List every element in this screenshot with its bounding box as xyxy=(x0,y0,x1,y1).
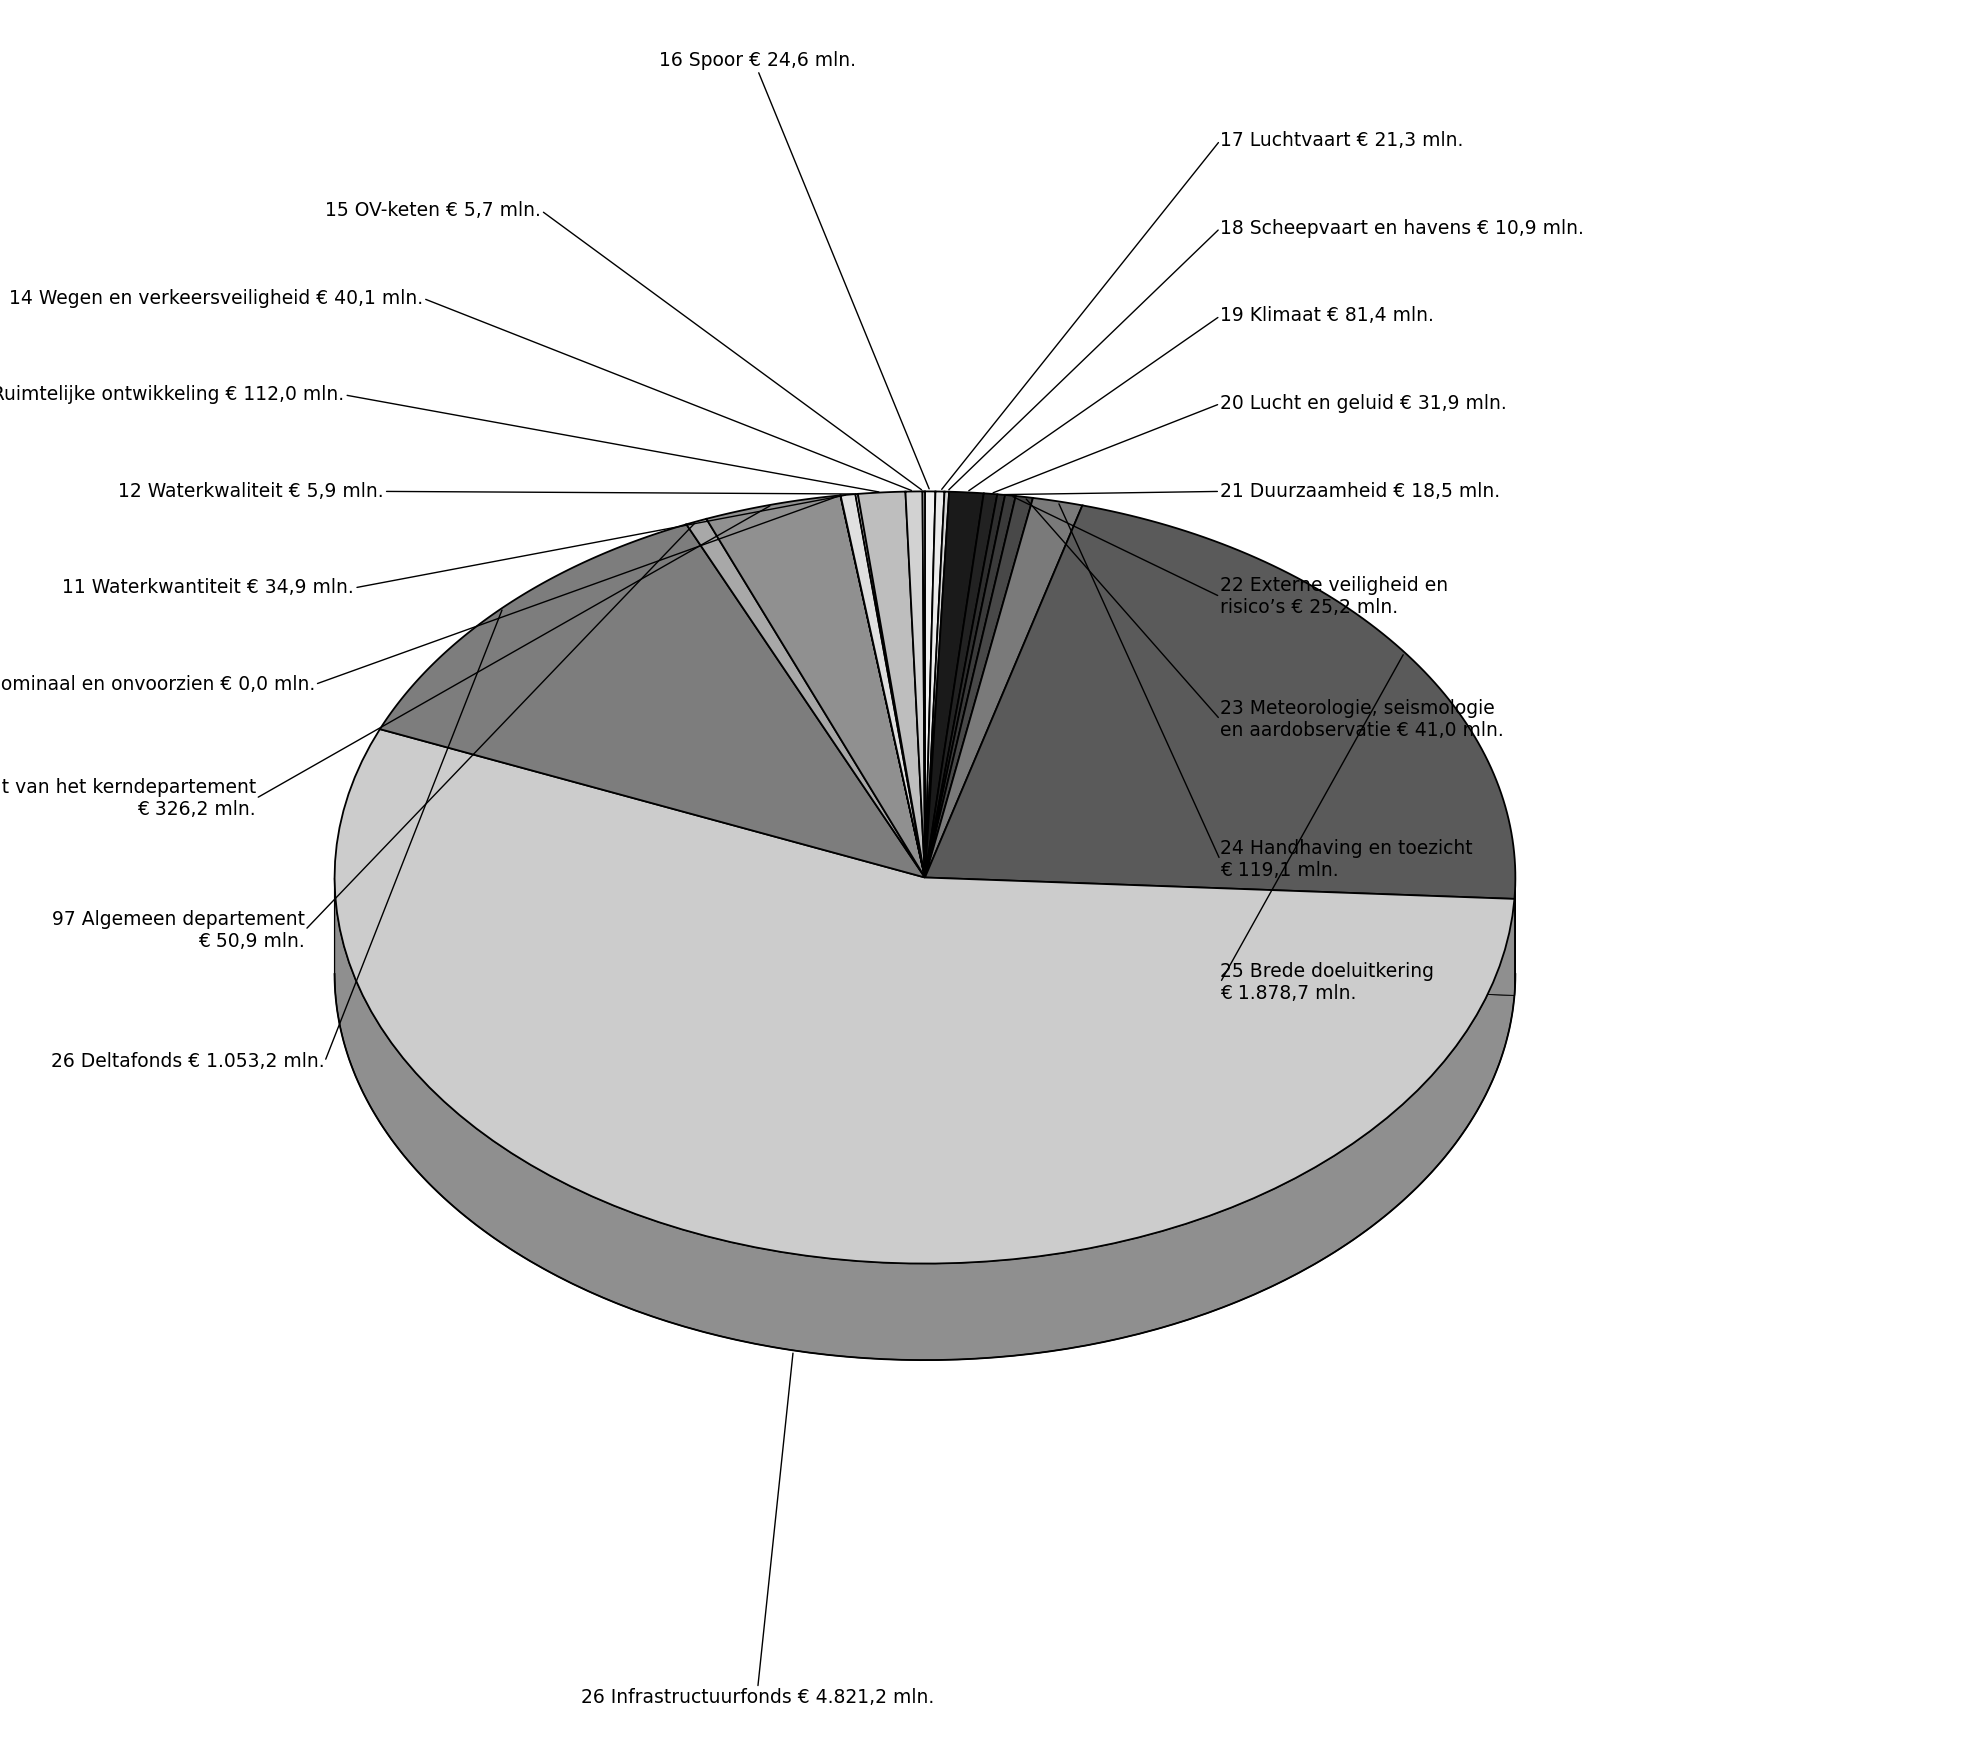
Text: 97 Algemeen departement
€ 50,9 mln.: 97 Algemeen departement € 50,9 mln. xyxy=(51,909,305,951)
Text: 13 Ruimtelijke ontwikkeling € 112,0 mln.: 13 Ruimtelijke ontwikkeling € 112,0 mln. xyxy=(0,386,344,404)
Polygon shape xyxy=(925,491,945,878)
Polygon shape xyxy=(380,525,925,878)
Text: 16 Spoor € 24,6 mln.: 16 Spoor € 24,6 mln. xyxy=(659,51,856,70)
Text: 99 Nominaal en onvoorzien € 0,0 mln.: 99 Nominaal en onvoorzien € 0,0 mln. xyxy=(0,676,315,693)
Polygon shape xyxy=(925,491,935,878)
Text: 23 Meteorologie, seismologie
en aardobservatie € 41,0 mln.: 23 Meteorologie, seismologie en aardobse… xyxy=(1220,698,1504,741)
Text: 11 Waterkwantiteit € 34,9 mln.: 11 Waterkwantiteit € 34,9 mln. xyxy=(63,579,354,597)
Text: 15 OV-keten € 5,7 mln.: 15 OV-keten € 5,7 mln. xyxy=(325,202,541,219)
Polygon shape xyxy=(707,495,925,878)
Polygon shape xyxy=(925,878,1515,995)
Text: 20 Lucht en geluid € 31,9 mln.: 20 Lucht en geluid € 31,9 mln. xyxy=(1220,395,1507,412)
Polygon shape xyxy=(905,491,925,878)
Polygon shape xyxy=(925,505,1515,899)
Polygon shape xyxy=(925,495,1006,878)
Text: 98 Apparaat van het kerndepartement
€ 326,2 mln.: 98 Apparaat van het kerndepartement € 32… xyxy=(0,777,256,820)
Polygon shape xyxy=(925,491,984,878)
Text: 17 Luchtvaart € 21,3 mln.: 17 Luchtvaart € 21,3 mln. xyxy=(1220,132,1464,149)
Polygon shape xyxy=(840,495,925,878)
Polygon shape xyxy=(335,878,1515,1360)
Polygon shape xyxy=(925,491,949,878)
Polygon shape xyxy=(858,491,925,878)
Polygon shape xyxy=(840,495,925,878)
Polygon shape xyxy=(687,519,925,878)
Polygon shape xyxy=(335,728,1515,1264)
Text: 25 Brede doeluitkering
€ 1.878,7 mln.: 25 Brede doeluitkering € 1.878,7 mln. xyxy=(1220,962,1435,1004)
Polygon shape xyxy=(925,497,1033,878)
Text: 18 Scheepvaart en havens € 10,9 mln.: 18 Scheepvaart en havens € 10,9 mln. xyxy=(1220,219,1584,237)
Text: 22 Externe veiligheid en
risico’s € 25,2 mln.: 22 Externe veiligheid en risico’s € 25,2… xyxy=(1220,576,1448,618)
Polygon shape xyxy=(925,878,1515,995)
Text: 14 Wegen en verkeersveiligheid € 40,1 mln.: 14 Wegen en verkeersveiligheid € 40,1 ml… xyxy=(10,290,423,307)
Polygon shape xyxy=(923,491,925,878)
Text: 26 Deltafonds € 1.053,2 mln.: 26 Deltafonds € 1.053,2 mln. xyxy=(51,1053,325,1071)
Text: 12 Waterkwaliteit € 5,9 mln.: 12 Waterkwaliteit € 5,9 mln. xyxy=(118,483,384,500)
Polygon shape xyxy=(856,493,925,878)
Text: 21 Duurzaamheid € 18,5 mln.: 21 Duurzaamheid € 18,5 mln. xyxy=(1220,483,1500,500)
Polygon shape xyxy=(925,498,1082,878)
Text: 26 Infrastructuurfonds € 4.821,2 mln.: 26 Infrastructuurfonds € 4.821,2 mln. xyxy=(581,1688,935,1708)
Polygon shape xyxy=(925,495,1015,878)
Text: 19 Klimaat € 81,4 mln.: 19 Klimaat € 81,4 mln. xyxy=(1220,307,1435,325)
Polygon shape xyxy=(925,493,998,878)
Text: 24 Handhaving en toezicht
€ 119,1 mln.: 24 Handhaving en toezicht € 119,1 mln. xyxy=(1220,839,1472,881)
